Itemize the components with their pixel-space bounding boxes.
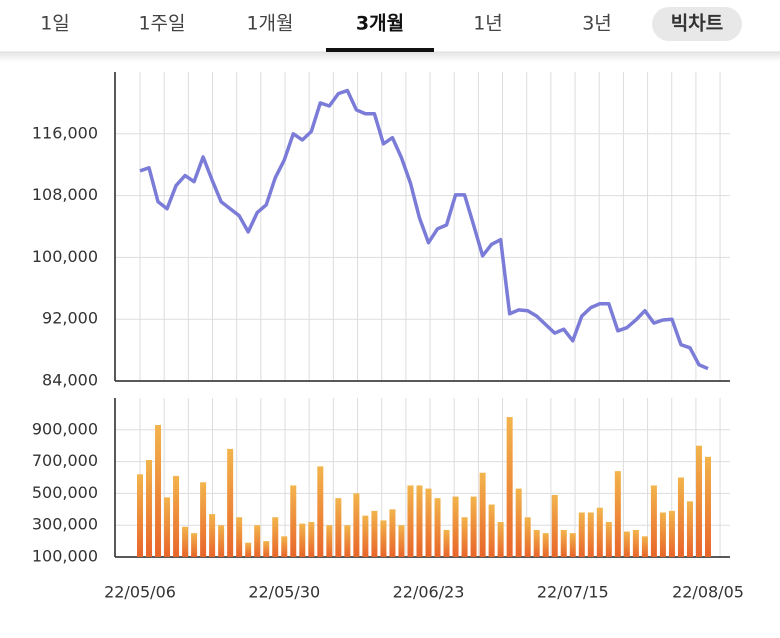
volume-bar	[614, 471, 621, 557]
volume-bar	[551, 494, 558, 557]
volume-bar	[173, 475, 180, 557]
volume-bar	[281, 536, 288, 557]
volume-bar	[560, 529, 567, 557]
big-chart-label[interactable]: 빅차트	[671, 13, 723, 35]
volume-bar	[362, 515, 369, 557]
tab[interactable]: 1주일	[138, 13, 185, 35]
volume-bar	[470, 496, 477, 557]
volume-bar	[344, 525, 351, 557]
volume-bar	[443, 529, 450, 557]
volume-bar	[227, 448, 234, 557]
volume-bar	[497, 522, 504, 557]
volume-bar	[191, 533, 198, 557]
volume-bar	[569, 533, 576, 557]
volume-bar	[596, 507, 603, 557]
volume-bar	[380, 520, 387, 557]
volume-bar	[695, 445, 702, 557]
volume-bar	[155, 425, 162, 557]
volume-bar	[705, 456, 711, 557]
y-tick-label: 84,000	[42, 371, 98, 390]
volume-bar	[218, 525, 225, 557]
tab[interactable]: 1일	[40, 13, 70, 35]
y-tick-label: 900,000	[32, 419, 98, 438]
volume-bar	[164, 497, 171, 557]
volume-bar	[326, 525, 333, 557]
tab-bar-shadow	[0, 52, 780, 62]
volume-bar	[452, 496, 459, 557]
volume-bar	[407, 485, 414, 557]
volume-bar	[461, 517, 468, 557]
big-chart-button[interactable]	[652, 7, 742, 41]
volume-bar	[425, 488, 432, 557]
volume-bar	[605, 522, 612, 557]
y-tick-label: 116,000	[32, 123, 98, 142]
volume-bar	[398, 525, 405, 557]
price-line	[139, 88, 709, 371]
volume-bar	[668, 510, 675, 557]
volume-bar	[182, 526, 189, 557]
volume-bar	[236, 517, 243, 557]
y-tick-label: 108,000	[32, 185, 98, 204]
volume-bar	[245, 542, 252, 557]
tab[interactable]: 3년	[582, 13, 612, 35]
volume-bar	[524, 517, 531, 557]
y-tick-label: 100,000	[32, 247, 98, 266]
tab-underline	[326, 48, 434, 52]
y-tick-label: 92,000	[42, 309, 98, 328]
volume-bar	[578, 512, 585, 557]
volume-bar	[389, 509, 396, 557]
volume-bar	[299, 523, 306, 557]
volume-bar	[137, 474, 143, 557]
volume-bar	[488, 504, 495, 557]
tab[interactable]: 1년	[473, 13, 503, 35]
volume-bar	[353, 493, 360, 557]
volume-bar	[479, 472, 486, 557]
x-tick-label: 22/05/06	[104, 583, 176, 602]
volume-bar	[254, 525, 261, 557]
y-tick-label: 300,000	[32, 515, 98, 534]
volume-bar	[650, 485, 657, 557]
x-tick-label: 22/05/30	[248, 583, 320, 602]
volume-bar	[641, 536, 648, 557]
volume-bar	[623, 531, 630, 557]
volume-bar	[272, 517, 279, 557]
volume-bar	[533, 529, 540, 557]
volume-bar	[587, 512, 594, 557]
volume-bar	[200, 482, 207, 557]
y-tick-label: 100,000	[32, 547, 98, 566]
volume-bar	[677, 477, 684, 557]
volume-bar	[659, 512, 666, 557]
volume-bar	[209, 514, 216, 557]
volume-bar	[317, 466, 324, 557]
x-tick-label: 22/08/05	[672, 583, 744, 602]
volume-bar	[506, 417, 513, 557]
volume-bar	[542, 533, 549, 557]
tab[interactable]: 1개월	[246, 13, 293, 35]
volume-bar	[335, 498, 342, 557]
volume-bar	[686, 501, 693, 557]
volume-bar	[515, 488, 522, 557]
volume-bar	[371, 510, 378, 557]
volume-bar	[632, 529, 639, 557]
volume-bar	[263, 541, 270, 557]
volume-bar	[290, 485, 297, 557]
tab[interactable]: 3개월	[356, 13, 404, 35]
volume-bar	[308, 522, 315, 557]
volume-bar	[146, 460, 153, 557]
y-tick-label: 700,000	[32, 451, 98, 470]
x-tick-label: 22/07/15	[537, 583, 609, 602]
y-tick-label: 500,000	[32, 483, 98, 502]
volume-bar	[416, 485, 423, 557]
volume-bar	[434, 498, 441, 557]
x-tick-label: 22/06/23	[393, 583, 465, 602]
